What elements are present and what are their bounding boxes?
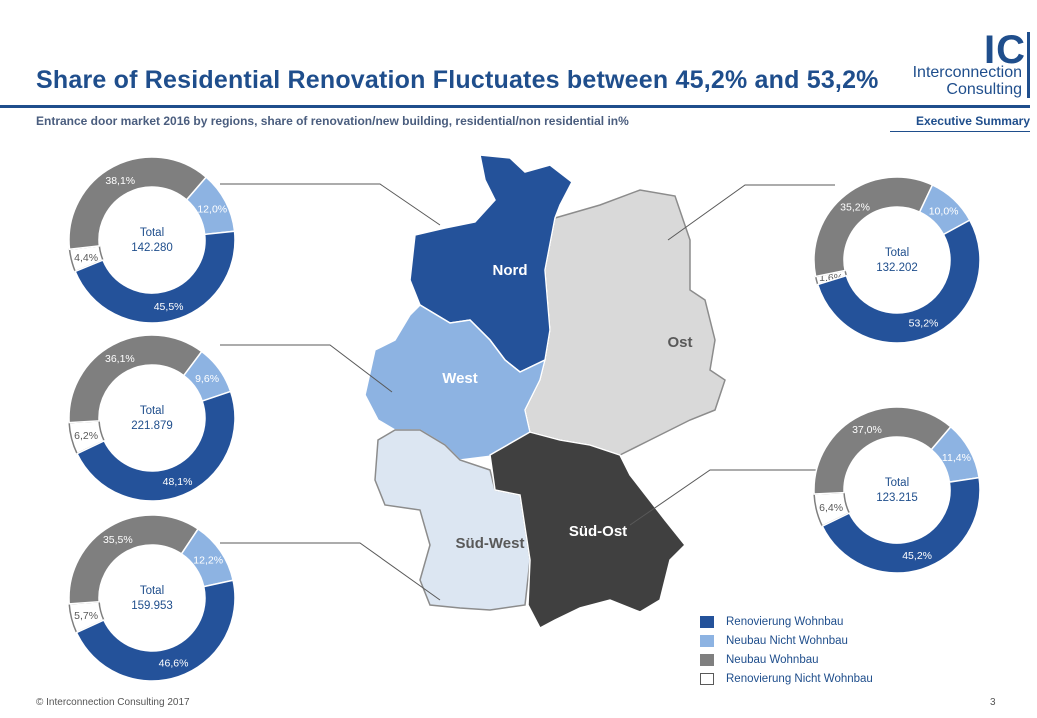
donut-value-label: 45,2% [902,550,932,562]
donut-value-label: 6,4% [819,502,843,514]
legend-label: Neubau Wohnbau [726,653,819,666]
section-label: Executive Summary [915,114,1030,128]
donut-slice-ost-neubauwohnbau [813,176,934,278]
donut-value-label: 36,1% [105,353,135,365]
map-label-west: West [442,370,478,387]
logo-bar [1027,32,1030,98]
donut-slice-west-renovierungwohnbau [76,390,236,502]
map-label-ost: Ost [667,334,692,351]
donut-slice-nord-renovierungwohnbau [74,230,236,324]
donut-value-label: 6,2% [74,430,98,442]
donut-value-label: 37,0% [852,424,882,436]
donut-value-label: 35,5% [103,534,133,546]
donut-total-label: Total [140,227,164,239]
logo-line1: Interconnection [912,64,1022,81]
map-region-sued-ost[interactable] [489,431,687,630]
page-number: 3 [990,697,996,708]
legend-swatch [700,653,714,666]
donut-total-value: 132.202 [876,262,918,274]
legend-item: Renovierung Wohnbau [700,612,873,631]
legend-swatch [700,615,714,628]
donut-sdwest: 5,7% 35,5% 12,2% 46,6% Total 159.953 [68,514,236,682]
legend-item: Neubau Nicht Wohnbau [700,631,873,650]
legend-item: Neubau Wohnbau [700,650,873,669]
legend-swatch [700,672,714,685]
legend-swatch [700,634,714,647]
donut-total-value: 142.280 [131,242,173,254]
donut-total-label: Total [140,405,164,417]
donut-value-label: 45,5% [154,301,184,313]
donut-value-label: 53,2% [909,318,939,330]
donut-value-label: 4,4% [74,252,98,264]
title-divider [0,105,1030,108]
legend-label: Renovierung Nicht Wohnbau [726,672,873,685]
footer-copyright: © Interconnection Consulting 2017 [36,697,190,708]
donut-sdost: 6,4% 37,0% 11,4% 45,2% Total 123.215 [813,406,981,574]
map-region-sued-west[interactable] [374,429,531,611]
leader-line-ost [667,184,835,241]
donut-total-value: 159.953 [131,600,173,612]
page-title: Share of Residential Renovation Fluctuat… [36,66,879,94]
leader-line-nord [220,183,441,226]
donut-slice-sdwest-neubauwohnbau [68,514,200,605]
donut-slice-ost-renovierungwohnbau [816,219,981,344]
donut-value-label: 35,2% [840,201,870,213]
donut-nord: 4,4% 38,1% 12,0% 45,5% Total 142.280 [68,156,236,324]
map-label-sdwest: Süd-West [456,535,525,552]
logo-line2: Consulting [946,81,1022,98]
donut-value-label: 10,0% [929,205,959,217]
section-divider [890,131,1030,132]
legend-label: Neubau Nicht Wohnbau [726,634,848,647]
donut-value-label: 11,4% [942,452,971,464]
legend-item: Renovierung Nicht Wohnbau [700,669,873,688]
legend-label: Renovierung Wohnbau [726,615,844,628]
map-region-ost[interactable] [524,189,726,456]
donut-value-label: 9,6% [195,373,219,385]
donut-total-value: 123.215 [876,492,918,504]
map-label-sdost: Süd-Ost [569,523,627,540]
donut-slice-sdwest-renovierungwohnbau [75,579,236,682]
donut-slice-nord-neubauwohnbau [68,156,208,251]
leader-line-west [220,344,393,393]
donut-value-label: 5,7% [74,610,98,622]
donut-value-label: 12,2% [193,555,223,567]
leader-line-sdost [629,469,835,526]
donut-west: 6,2% 36,1% 9,6% 48,1% Total 221.879 [68,334,236,502]
donut-total-label: Total [140,585,164,597]
donut-total-value: 221.879 [131,420,173,432]
donut-value-label: 38,1% [105,175,135,187]
company-logo: IC Interconnection Consulting [888,28,1030,102]
logo-mark: IC [984,28,1026,72]
donut-slice-west-neubauwohnbau [68,334,203,424]
chart-legend: Renovierung Wohnbau Neubau Nicht Wohnbau N… [700,612,873,688]
germany-map [364,154,726,630]
donut-slice-sdost-renovierungwohnbau [821,476,981,574]
page-subtitle: Entrance door market 2016 by regions, sh… [36,114,629,128]
leader-line-sdwest [220,542,441,601]
map-label-nord: Nord [493,262,528,279]
donut-value-label: 12,0% [197,203,227,215]
donut-total-label: Total [885,247,909,259]
donut-value-label: 46,6% [159,657,189,669]
donut-slice-sdost-neubauwohnbau [813,406,952,495]
donut-total-label: Total [885,477,909,489]
donut-value-label: 48,1% [163,476,193,488]
